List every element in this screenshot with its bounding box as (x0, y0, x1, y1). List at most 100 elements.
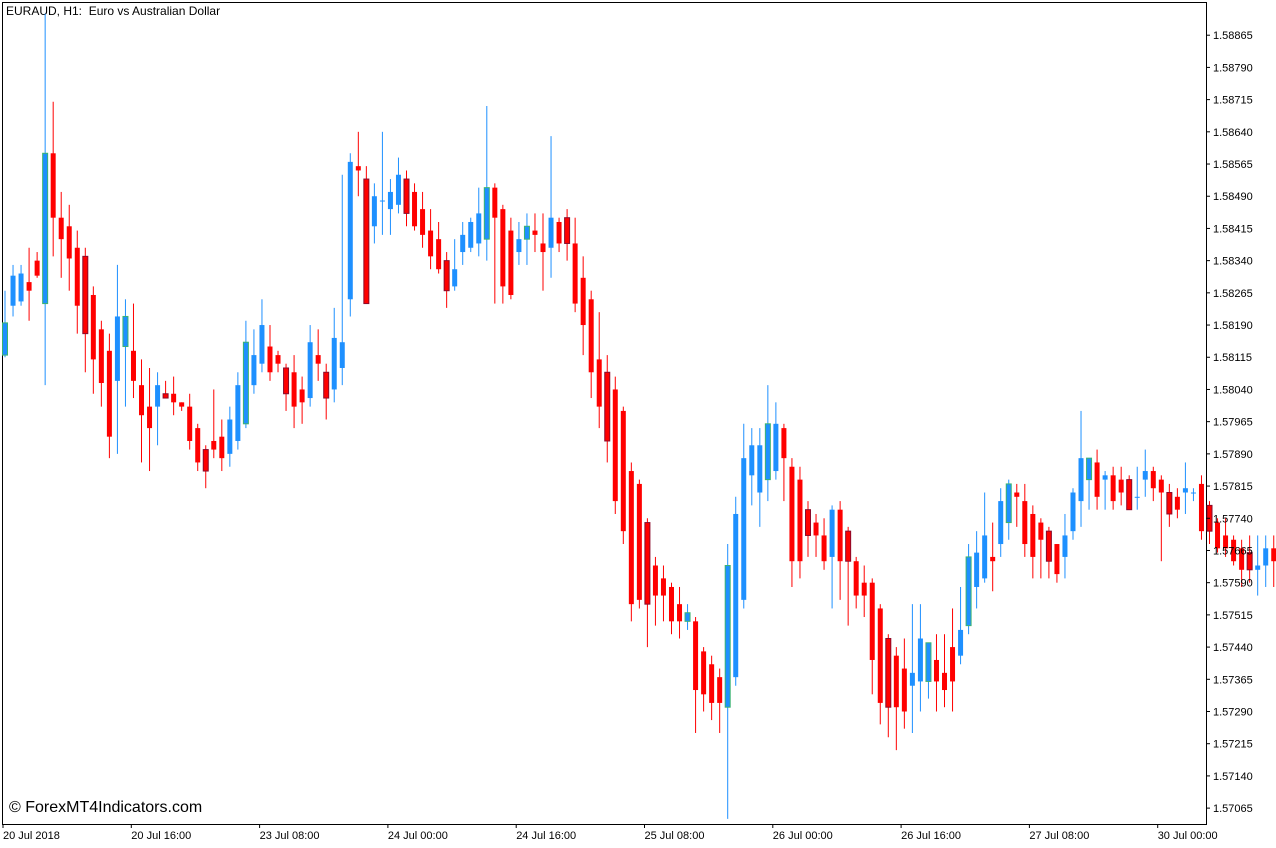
candle (982, 492, 988, 583)
candle (211, 389, 217, 459)
candle-body (114, 316, 120, 381)
candle (1215, 518, 1221, 553)
candle-body (1022, 501, 1028, 545)
symbol-label: EURAUD, H1: (6, 4, 83, 18)
candle (764, 385, 771, 502)
candle-body (1166, 492, 1173, 515)
candle-body (202, 449, 209, 472)
candle (42, 13, 49, 386)
candle-body (604, 371, 611, 442)
candle-body (26, 282, 32, 291)
candle-body (677, 604, 683, 622)
candle (974, 531, 980, 609)
candle (933, 634, 939, 712)
candle (1062, 513, 1068, 579)
candle-body (1062, 535, 1068, 557)
candle (1118, 466, 1124, 506)
candle (1030, 505, 1036, 579)
candle-body (323, 371, 330, 399)
price-tick-label: 1.57065 (1213, 803, 1253, 815)
candle-body (1246, 552, 1253, 571)
candles-layer (2, 13, 1276, 819)
candle (283, 363, 290, 411)
candle (572, 217, 578, 313)
candle (693, 617, 699, 733)
candle-body (1271, 548, 1276, 562)
candle (893, 647, 899, 751)
candle (942, 634, 948, 708)
candle (476, 187, 482, 257)
candle-body (1198, 483, 1204, 532)
candle-body (147, 406, 153, 429)
candle (403, 170, 410, 227)
candle-body (267, 346, 273, 373)
candle-body (283, 367, 290, 395)
candle (1158, 475, 1164, 562)
candle-body (1030, 513, 1036, 557)
candle-body (179, 402, 185, 407)
watermark-text: © ForexMT4Indicators.com (9, 799, 203, 816)
candle-body (187, 406, 193, 441)
time-tick-label: 20 Jul 2018 (3, 830, 60, 842)
candle (741, 423, 747, 609)
candle-body (371, 196, 377, 227)
candle-body (965, 556, 972, 627)
candle (958, 586, 964, 665)
candle-body (98, 329, 104, 384)
candle-body (468, 221, 474, 248)
candle-body (355, 166, 361, 171)
candle-body (331, 337, 337, 390)
price-tick-label: 1.57590 (1213, 578, 1253, 590)
candle (420, 191, 426, 248)
candle-body (982, 535, 988, 579)
price-axis: 1.58865 1.58790 1.58715 1.58640 1.58565 1.584… (1206, 30, 1253, 815)
candle-body (893, 655, 899, 708)
candle (636, 479, 642, 609)
candle-body (171, 393, 177, 403)
candle (733, 496, 739, 686)
candle-body (1110, 475, 1116, 502)
price-tick-label: 1.58640 (1213, 127, 1253, 139)
candle-body (130, 350, 136, 381)
candle (2, 290, 8, 358)
candle (1174, 488, 1180, 519)
candle (1246, 535, 1253, 583)
candle (532, 213, 538, 253)
candle-body (508, 230, 514, 295)
candle-body (1038, 522, 1044, 540)
candle (66, 204, 72, 291)
price-tick-label: 1.57215 (1213, 739, 1253, 751)
candle-body (684, 612, 691, 622)
candle (837, 501, 843, 600)
candle-body (155, 385, 161, 407)
candle-body (74, 247, 80, 306)
candle (299, 376, 305, 424)
candle (1045, 526, 1052, 579)
candle-body (821, 535, 827, 562)
candle-body (853, 561, 859, 596)
candle-body (885, 638, 892, 708)
candle (122, 299, 129, 407)
candle-body (1078, 458, 1084, 502)
candle (315, 329, 321, 381)
candle (179, 402, 185, 411)
candle (523, 213, 530, 265)
candle (965, 544, 972, 635)
candle-body (1070, 492, 1076, 532)
price-tick-label: 1.57140 (1213, 771, 1253, 783)
candle-body (347, 161, 353, 300)
candle-body (829, 509, 835, 557)
candle-body (1005, 483, 1012, 524)
price-tick-label: 1.57965 (1213, 417, 1253, 429)
candle-body (259, 325, 265, 364)
candle-body (974, 552, 980, 587)
candle-body (523, 225, 530, 240)
candle (604, 355, 611, 463)
candle (660, 565, 666, 622)
candle-body (1223, 535, 1229, 549)
candle-body (66, 226, 72, 259)
candle (1102, 471, 1108, 510)
candle (1022, 483, 1028, 557)
